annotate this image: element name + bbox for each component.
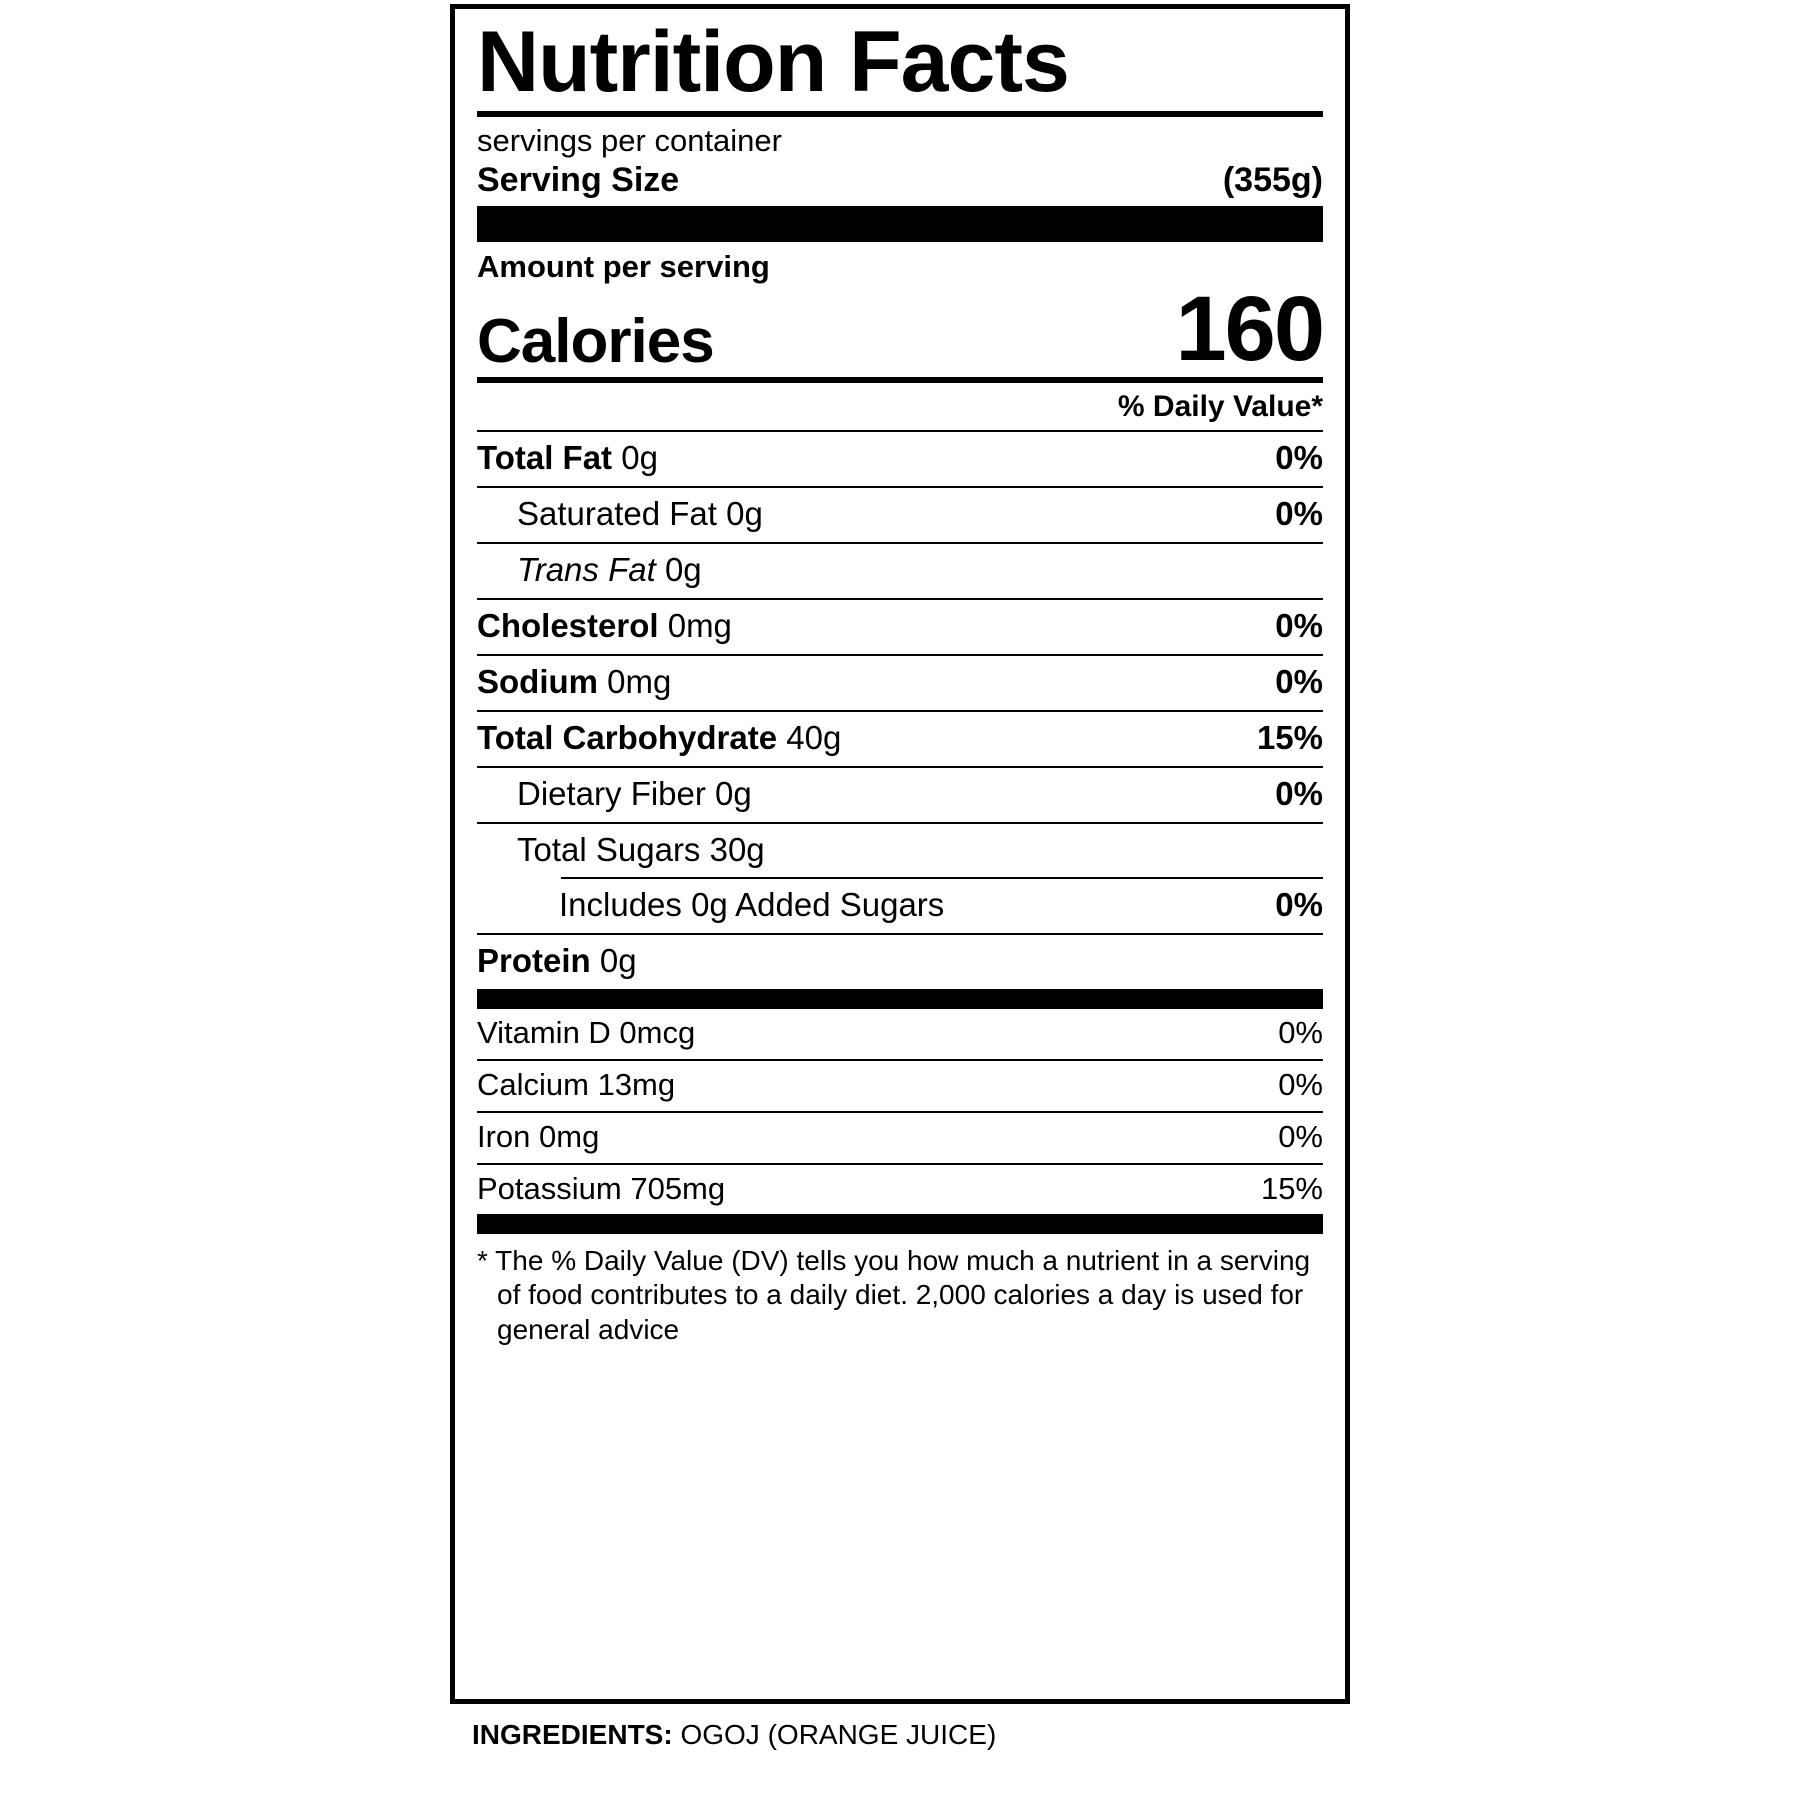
calories-row: Calories 160 <box>477 277 1325 380</box>
row-divider <box>477 821 1323 824</box>
table-row-vitamin-d: Vitamin D 0mcg 0% <box>477 1009 1323 1059</box>
table-row-iron: Iron 0mg 0% <box>477 1113 1323 1163</box>
nutrient-label-total-carbohydrate: Total Carbohydrate 40g <box>477 718 842 756</box>
nutrient-label-saturated-fat: Saturated Fat 0g <box>517 494 763 532</box>
nutrient-percent-total-fat: 0% <box>1275 438 1323 476</box>
table-row-cholesterol: Cholesterol 0mg 0% <box>477 600 1323 654</box>
vitamin-percent-vitamin-d: 0% <box>1278 1015 1323 1051</box>
table-row-saturated-fat: Saturated Fat 0g 0% <box>477 488 1323 542</box>
page-title: Nutrition Facts <box>477 14 1070 110</box>
nutrient-percent-added-sugars: 0% <box>1275 886 1323 924</box>
ingredients-text: OGOJ (ORANGE JUICE) <box>680 1719 997 1750</box>
nutrient-label-dietary-fiber: Dietary Fiber 0g <box>517 774 752 812</box>
row-divider <box>477 1059 1323 1062</box>
vitamin-label-iron: Iron 0mg <box>477 1118 600 1154</box>
serving-size-label: Serving Size <box>477 161 680 200</box>
vitamin-percent-iron: 0% <box>1278 1118 1323 1154</box>
row-divider <box>477 1110 1323 1113</box>
nutrient-label-sodium: Sodium 0mg <box>477 662 672 700</box>
vitamin-label-vitamin-d: Vitamin D 0mcg <box>477 1015 696 1051</box>
ingredients-statement: INGREDIENTS: OGOJ (ORANGE JUICE) <box>450 1704 1350 1752</box>
nutrient-label-cholesterol: Cholesterol 0mg <box>477 606 732 644</box>
added-sugars-divider <box>561 877 1323 880</box>
vitamins-thick-divider <box>477 989 1323 1010</box>
daily-value-footnote: * The % Daily Value (DV) tells you how m… <box>477 1245 1311 1345</box>
nutrient-amount-sodium: 0mg <box>607 662 672 700</box>
title-divider <box>477 110 1323 117</box>
nutrient-percent-saturated-fat: 0% <box>1275 494 1323 532</box>
row-divider <box>477 597 1323 600</box>
nutrient-percent-sodium: 0% <box>1275 662 1323 700</box>
ingredients-heading: INGREDIENTS: <box>472 1719 673 1750</box>
nutrient-percent-cholesterol: 0% <box>1275 606 1323 644</box>
row-divider <box>477 933 1323 936</box>
calories-value: 160 <box>1175 277 1325 380</box>
nutrition-facts-label: Nutrition Facts servings per container S… <box>450 4 1350 1704</box>
table-row-calcium: Calcium 13mg 0% <box>477 1061 1323 1111</box>
row-divider <box>477 1162 1323 1165</box>
nutrient-percent-total-carbohydrate: 15% <box>1256 718 1323 756</box>
footnote-thick-divider <box>477 1214 1323 1235</box>
table-row-total-fat: Total Fat 0g 0% <box>477 432 1323 486</box>
servings-per-container: servings per container <box>477 122 782 158</box>
nutrient-amount-trans-fat: 0g <box>664 550 702 588</box>
table-row-dietary-fiber: Dietary Fiber 0g 0% <box>477 768 1323 822</box>
calories-label: Calories <box>477 306 715 376</box>
calories-divider <box>477 376 1323 383</box>
nutrient-label-total-fat: Total Fat 0g <box>477 438 658 476</box>
nutrient-label-trans-fat: Trans Fat 0g <box>517 550 702 588</box>
table-row-total-sugars: Total Sugars 30g <box>477 824 1323 878</box>
vitamin-percent-calcium: 0% <box>1278 1067 1323 1103</box>
row-divider <box>477 765 1323 768</box>
table-row-potassium: Potassium 705mg 15% <box>477 1165 1323 1215</box>
serving-size-row: Serving Size (355g) <box>477 159 1323 206</box>
vitamin-label-calcium: Calcium 13mg <box>477 1067 676 1103</box>
row-divider <box>477 541 1323 544</box>
row-divider <box>477 709 1323 712</box>
amount-per-serving-label: Amount per serving <box>477 249 770 285</box>
table-row-total-carbohydrate: Total Carbohydrate 40g 15% <box>477 712 1323 766</box>
serving-size-thick-divider <box>477 206 1323 243</box>
table-row-sodium: Sodium 0mg 0% <box>477 656 1323 710</box>
nutrient-label-total-sugars: Total Sugars 30g <box>517 830 765 868</box>
nutrient-amount-protein: 0g <box>599 942 637 980</box>
nutrient-label-added-sugars: Includes 0g Added Sugars <box>559 886 945 924</box>
row-divider <box>477 485 1323 488</box>
table-row-protein: Protein 0g <box>477 935 1323 989</box>
nutrient-amount-total-carbohydrate: 40g <box>786 718 842 756</box>
daily-value-divider <box>477 429 1323 432</box>
table-row-added-sugars: Includes 0g Added Sugars 0% <box>477 879 1323 933</box>
daily-value-header: % Daily Value* <box>1117 389 1323 423</box>
serving-size-value: (355g) <box>1222 161 1323 200</box>
vitamin-percent-potassium: 15% <box>1260 1170 1323 1206</box>
table-row-trans-fat: Trans Fat 0g <box>477 544 1323 598</box>
nutrient-percent-dietary-fiber: 0% <box>1275 774 1323 812</box>
nutrient-label-protein: Protein 0g <box>477 942 637 980</box>
nutrient-amount-cholesterol: 0mg <box>667 606 732 644</box>
nutrient-amount-total-fat: 0g <box>621 438 658 476</box>
vitamin-label-potassium: Potassium 705mg <box>477 1170 726 1206</box>
row-divider <box>477 653 1323 656</box>
